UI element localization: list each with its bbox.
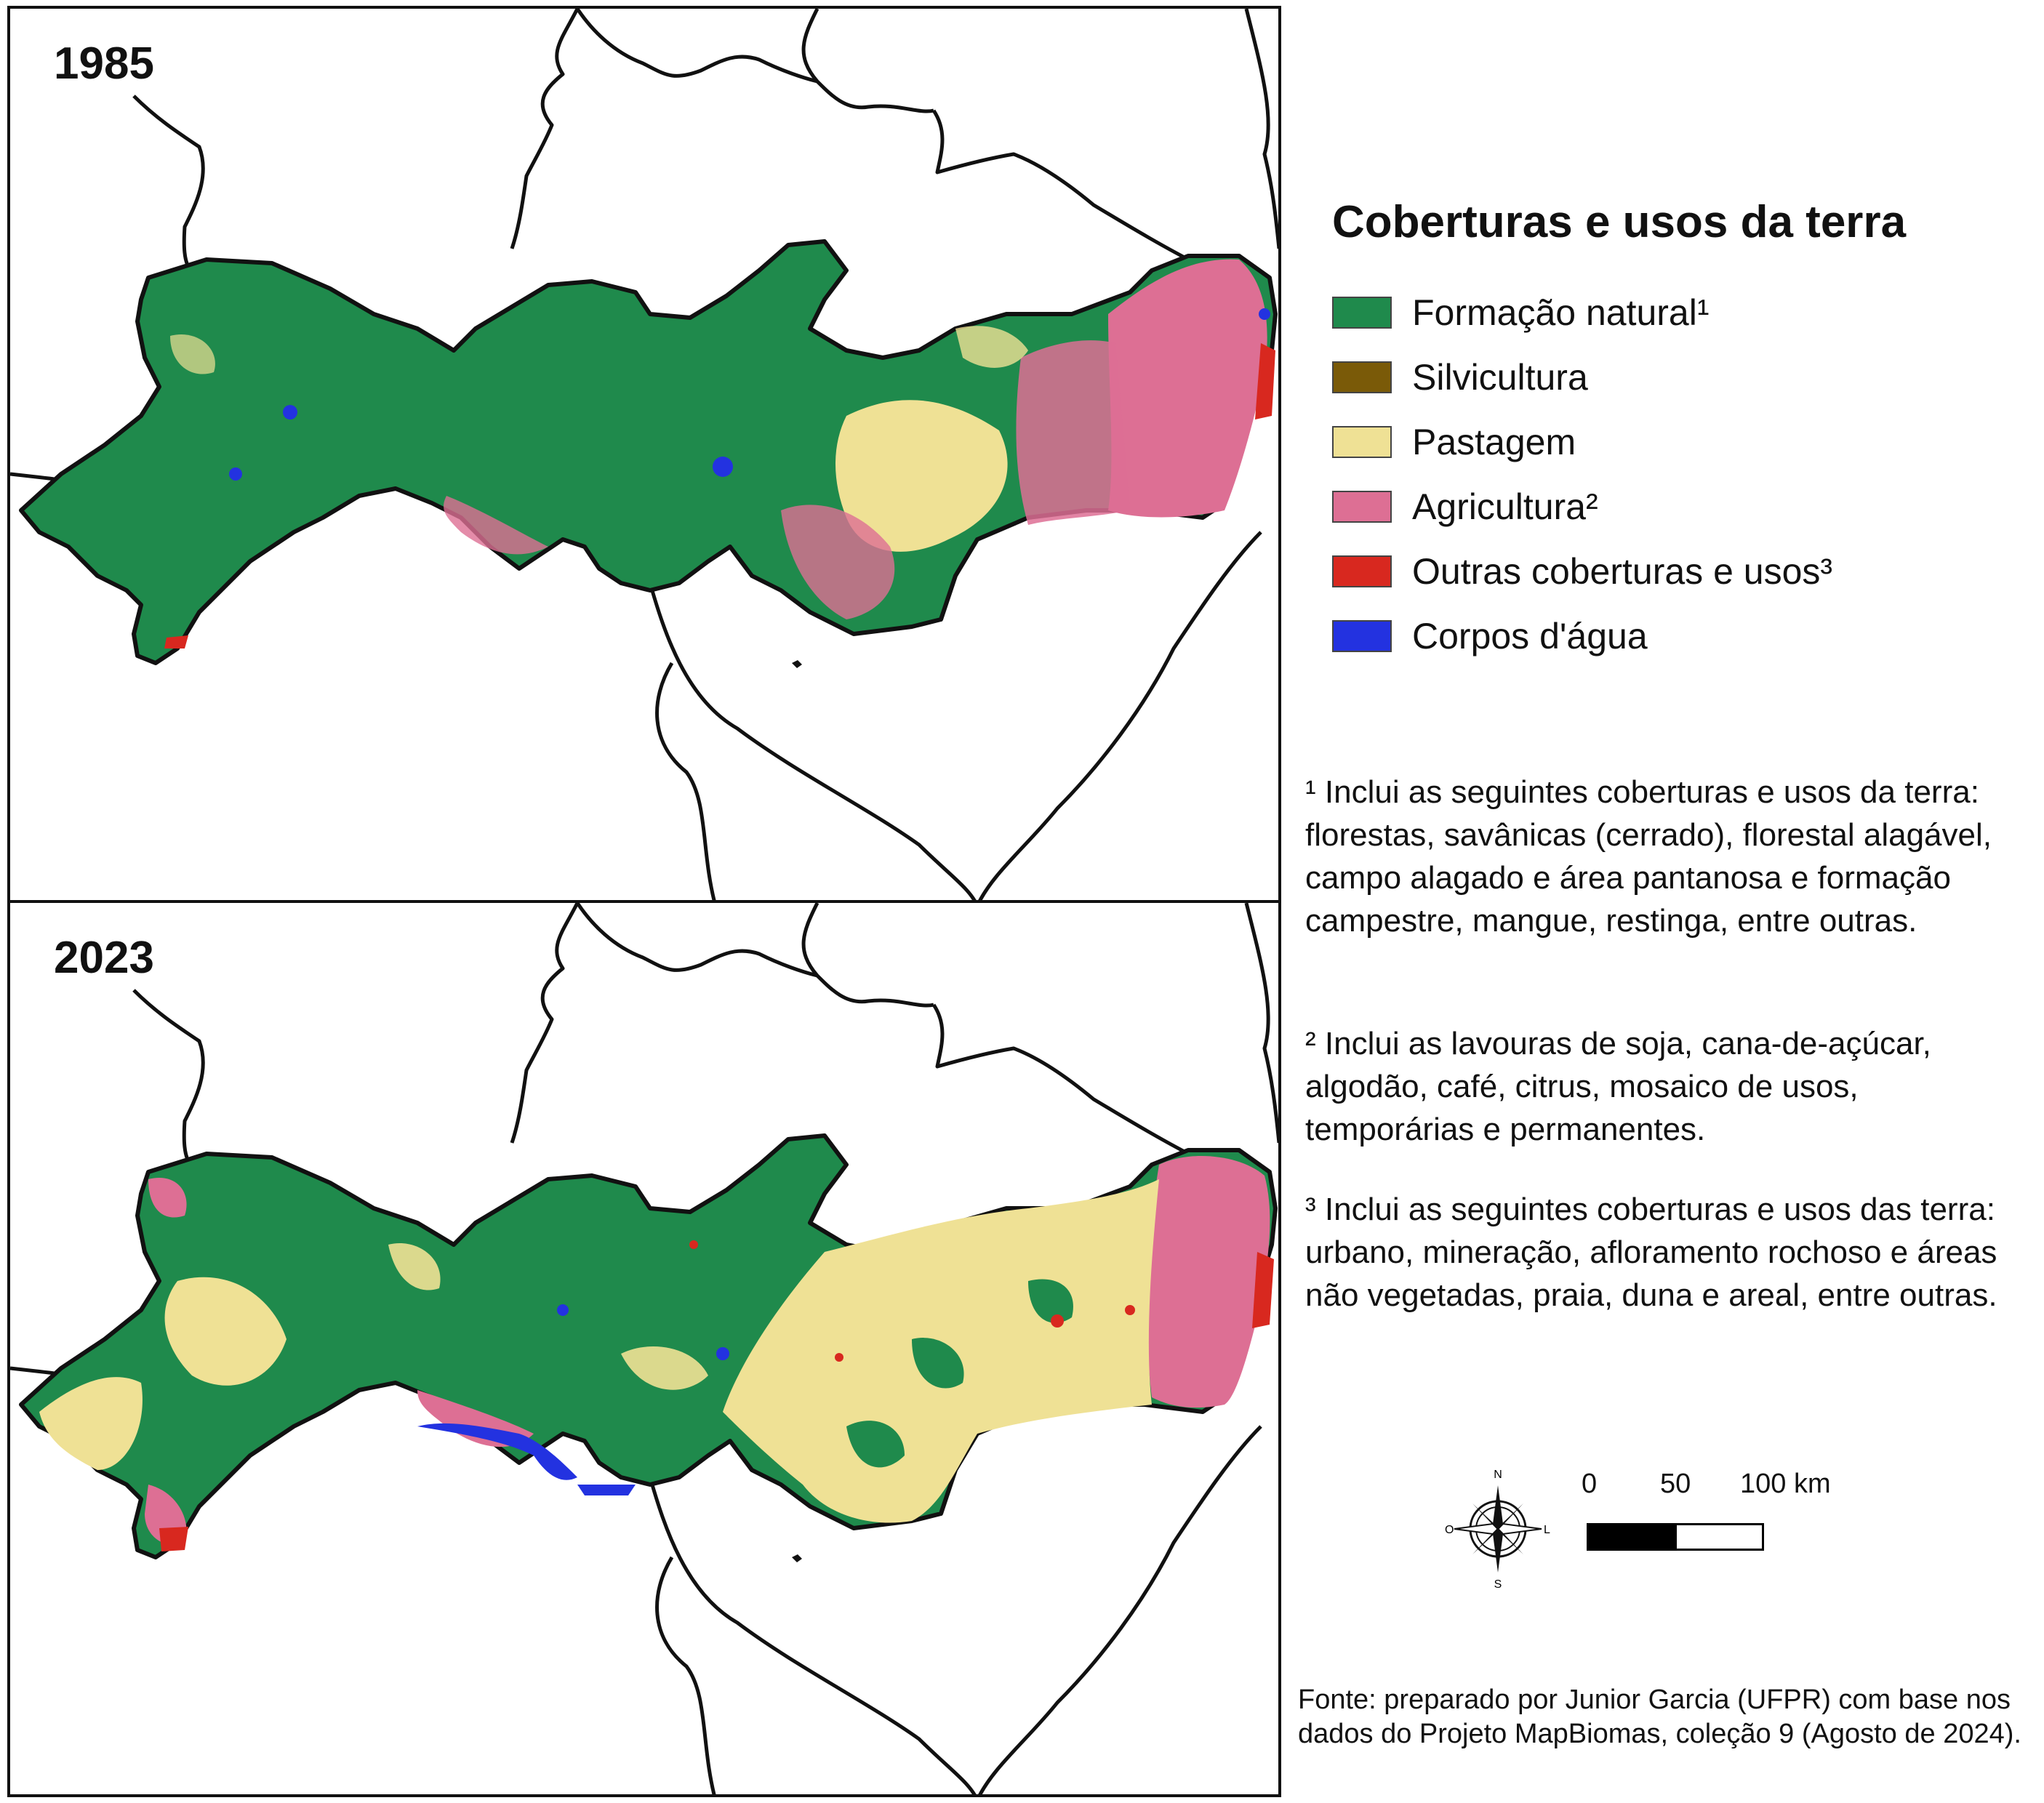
map-1985	[10, 9, 1278, 900]
map-panel-2023: 2023	[7, 900, 1281, 1797]
compass-south-label: S	[1494, 1578, 1502, 1591]
legend-swatch	[1332, 555, 1392, 587]
scale-bar-black-segment	[1587, 1523, 1677, 1551]
footnote-2: ² Inclui as lavouras de soja, cana-de-aç…	[1305, 1026, 1931, 1147]
compass-north-label: N	[1494, 1469, 1502, 1481]
footnote-1: ¹ Inclui as seguintes coberturas e usos …	[1305, 774, 1992, 939]
legend-label: Silvicultura	[1412, 356, 1588, 398]
legend-swatch	[1332, 296, 1392, 329]
map-2023	[10, 903, 1278, 1794]
legend-item: Silvicultura	[1332, 345, 2030, 409]
island-marker	[792, 1554, 802, 1562]
legend-label: Corpos d'água	[1412, 615, 1648, 656]
neighbor-state-boundaries	[10, 9, 1278, 900]
scale-label-50: 50	[1660, 1469, 1691, 1499]
source-note: Fonte: preparado por Junior Garcia (UFPR…	[1298, 1684, 2021, 1749]
map-year-label: 1985	[54, 39, 154, 89]
legend-title: Coberturas e usos da terra	[1332, 197, 1907, 247]
legend-items: Formação natural¹ Silvicultura Pastagem Agr…	[1332, 280, 2030, 668]
legend: Coberturas e usos da terra Formação natu…	[1332, 196, 2030, 668]
compass-west-label: O	[1445, 1524, 1454, 1536]
land-use-patches-1985	[164, 259, 1275, 648]
scale-bar-white-segment	[1675, 1523, 1764, 1551]
legend-label: Pastagem	[1412, 421, 1576, 462]
legend-label: Agricultura²	[1412, 486, 1598, 527]
legend-swatch	[1332, 425, 1392, 458]
legend-item: Formação natural¹	[1332, 280, 2030, 345]
island-marker	[792, 660, 802, 668]
map-panel-1985: 1985	[7, 6, 1281, 903]
legend-item: Pastagem	[1332, 409, 2030, 474]
legend-label: Outras coberturas e usos³	[1412, 550, 1833, 592]
legend-swatch	[1332, 361, 1392, 393]
compass-east-label: L	[1544, 1524, 1550, 1536]
footnote-3: ³ Inclui as seguintes coberturas e usos …	[1305, 1192, 1997, 1313]
legend-item: Agricultura²	[1332, 474, 2030, 539]
legend-item: Corpos d'água	[1332, 603, 2030, 668]
land-use-patches-2023	[39, 1156, 1274, 1551]
legend-label: Formação natural¹	[1412, 292, 1710, 333]
legend-item: Outras coberturas e usos³	[1332, 539, 2030, 603]
scale-label-0: 0	[1582, 1469, 1598, 1499]
legend-swatch	[1332, 619, 1392, 652]
map-year-label: 2023	[54, 933, 154, 983]
scale-label-100: 100 km	[1740, 1469, 1831, 1499]
legend-swatch	[1332, 490, 1392, 523]
compass-rose-icon: N S O L	[1445, 1469, 1550, 1591]
